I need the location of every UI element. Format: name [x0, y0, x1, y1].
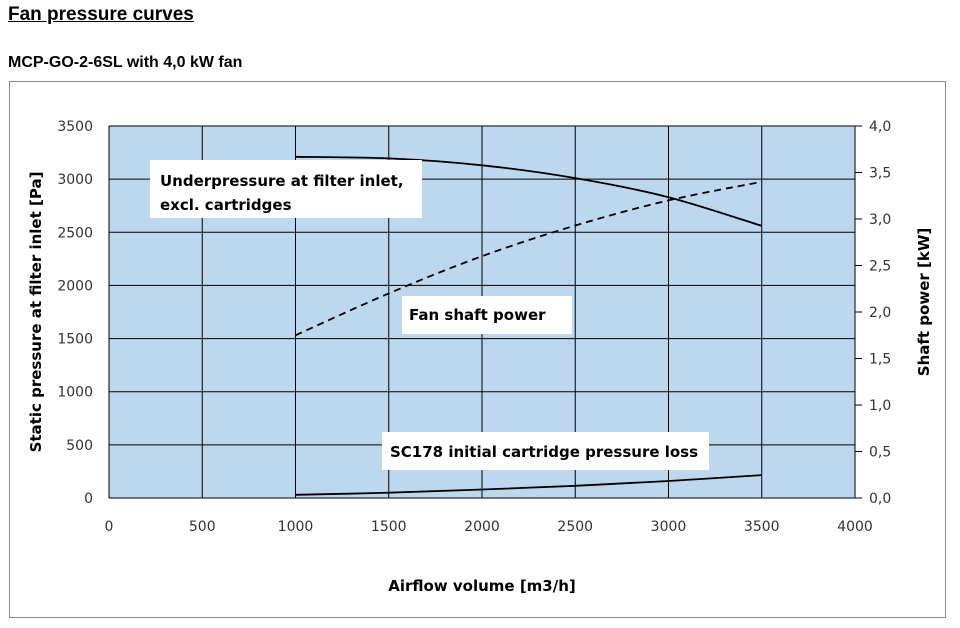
series-layer: [295, 155, 763, 496]
y-axis-title: Static pressure at filter inlet [Pa]: [27, 172, 45, 453]
cartridge-pressure-loss-label-box: [382, 432, 709, 470]
chart-subtitle: MCP-GO-2-6SL with 4,0 kW fan: [8, 54, 243, 71]
x-tick-label: 2500: [557, 519, 593, 535]
fan-shaft-power-label-box: [402, 296, 572, 334]
underpressure-label-box: [150, 160, 422, 218]
x-tick-label: 4000: [837, 519, 873, 535]
ticks: 0 500 1000 1500 2000 2500 3000 3500 4000 0 500 1000…: [57, 119, 891, 535]
annotations: Underpressure at filter inlet, excl. cart…: [150, 160, 709, 470]
underpressure-label: Underpressure at filter inlet,: [160, 172, 404, 190]
y-tick-label: 3500: [57, 119, 93, 135]
pressure-chart: 0 500 1000 1500 2000 2500 3000 3500 4000 0 500 1000…: [27, 119, 933, 595]
y2-tick-label: 0,5: [869, 445, 891, 461]
y2-tick-label: 1,0: [869, 398, 891, 414]
fan-shaft-power-label: Fan shaft power: [409, 306, 546, 324]
y2-tick-label: 3,5: [869, 166, 891, 182]
cartridge-pressure-loss-curve: [295, 474, 762, 496]
y2-tick-label: 4,0: [869, 119, 891, 135]
x-tick-label: 3500: [744, 519, 780, 535]
y-tick-label: 2000: [57, 278, 93, 294]
y2-axis-title: Shaft power [kW]: [915, 228, 933, 376]
cartridge-pressure-loss-label: SC178 initial cartridge pressure loss: [390, 443, 698, 461]
x-tick-label: 500: [189, 519, 216, 535]
x-tick-label: 0: [105, 519, 114, 535]
y2-tick-label: 3,0: [869, 212, 891, 228]
x-tick-label: 1000: [278, 519, 314, 535]
y-tick-label: 1000: [57, 385, 93, 401]
y2-tick-label: 2,5: [869, 259, 891, 275]
y-tick-label: 0: [84, 491, 93, 507]
fan-shaft-power-curve: [295, 180, 762, 337]
x-tick-label: 1500: [371, 519, 407, 535]
y-tick-label: 2500: [57, 225, 93, 241]
x-tick-label: 2000: [464, 519, 500, 535]
y-tick-label: 3000: [57, 172, 93, 188]
chart-frame: 0 500 1000 1500 2000 2500 3000 3500 4000 0 500 1000…: [9, 81, 946, 618]
x-tick-label: 3000: [651, 519, 687, 535]
y2-tick-label: 2,0: [869, 305, 891, 321]
y-tick-label: 500: [66, 438, 93, 454]
page-title: Fan pressure curves: [8, 4, 194, 25]
underpressure-curve: [295, 155, 763, 227]
underpressure-label: excl. cartridges: [160, 196, 292, 214]
y-tick-label: 1500: [57, 332, 93, 348]
x-axis-title: Airflow volume [m3/h]: [388, 577, 576, 595]
y2-tick-label: 1,5: [869, 352, 891, 368]
y2-tick-label: 0,0: [869, 491, 891, 507]
